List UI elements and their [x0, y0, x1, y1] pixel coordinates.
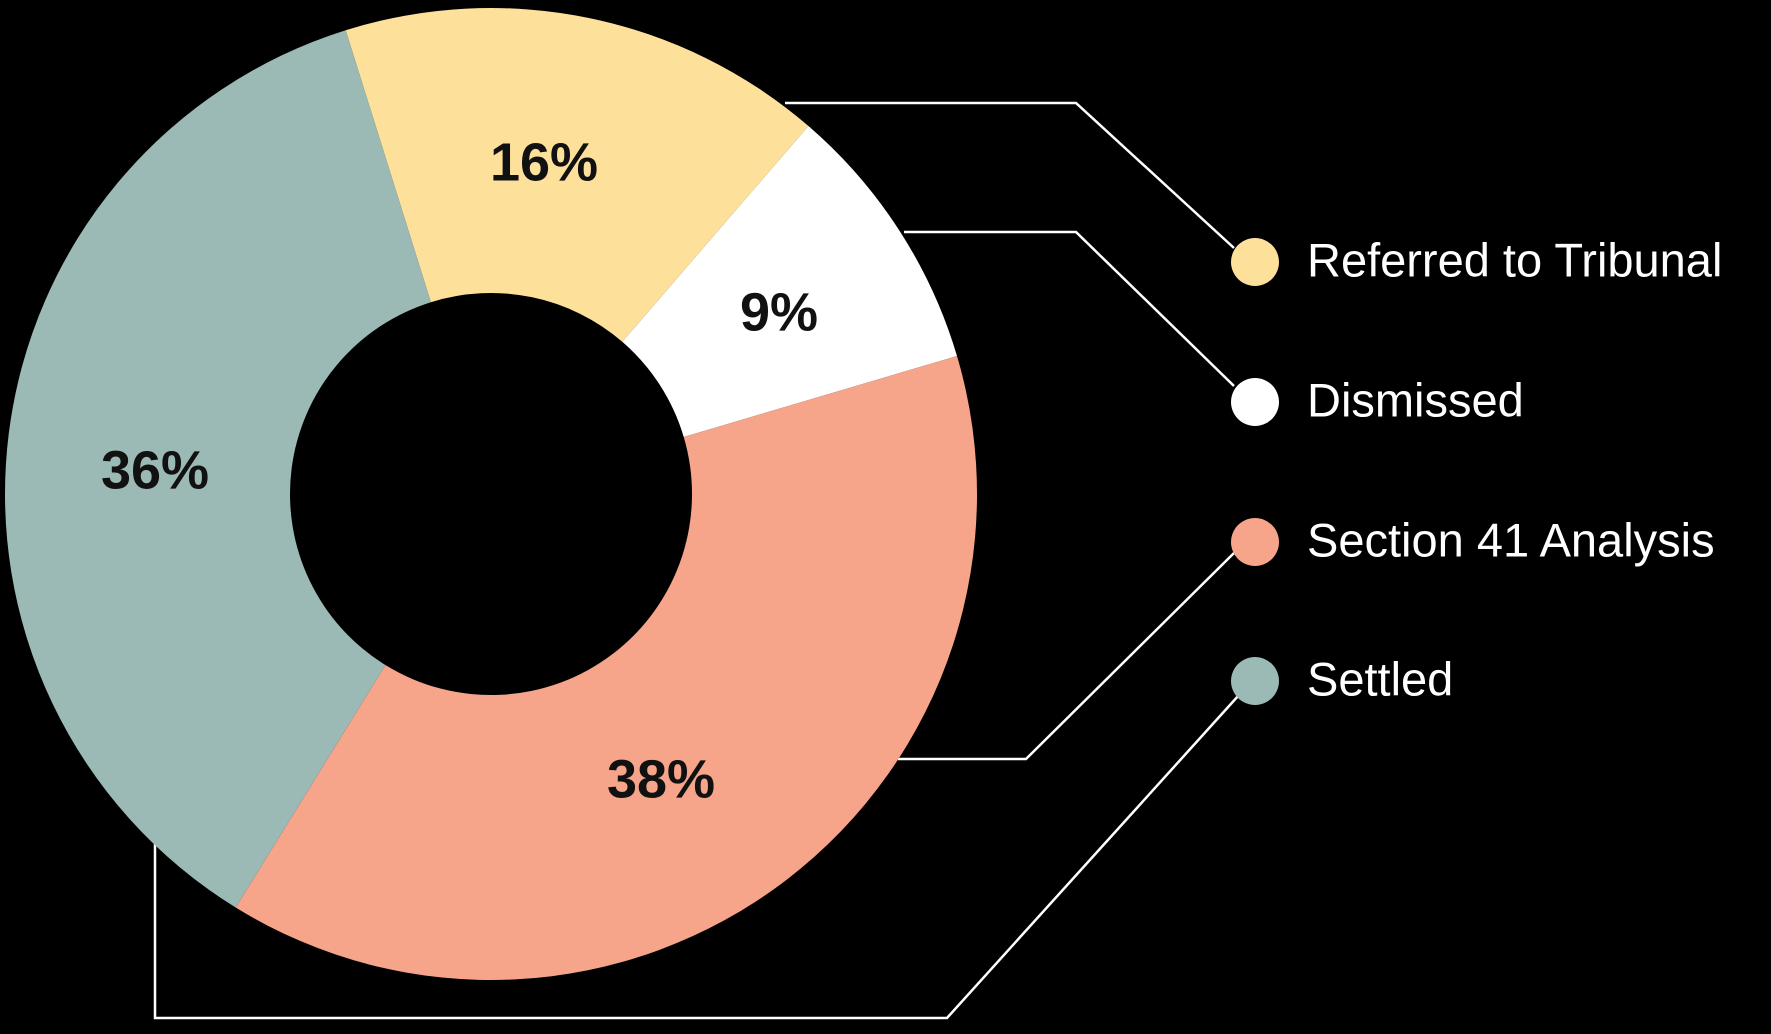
- connector-line: [898, 552, 1235, 761]
- legend-swatch: [1231, 518, 1279, 566]
- connector-line: [904, 230, 1235, 387]
- legend-swatch: [1231, 378, 1279, 426]
- slice: [622, 125, 958, 437]
- slice: [5, 30, 431, 908]
- connector-line: [785, 101, 1235, 249]
- connector-line: [153, 694, 1240, 1020]
- donut: 16% 9% 38% 36%: [5, 7, 977, 981]
- slice: [345, 7, 809, 342]
- connectors: [153, 101, 1240, 1020]
- slice-label: 9%: [740, 282, 818, 342]
- legend-label: Referred to Tribunal: [1307, 233, 1722, 286]
- legend-swatch: [1231, 657, 1279, 705]
- slice-label: 38%: [607, 749, 715, 809]
- legend: Referred to Tribunal Dismissed Section 41 …: [1231, 233, 1722, 705]
- slice-label: 16%: [490, 132, 598, 192]
- slice-label: 36%: [101, 440, 209, 500]
- legend-label: Settled: [1307, 652, 1453, 705]
- legend-label: Section 41 Analysis: [1307, 513, 1715, 566]
- legend-swatch: [1231, 238, 1279, 286]
- legend-label: Dismissed: [1307, 373, 1524, 426]
- slice: [235, 356, 977, 981]
